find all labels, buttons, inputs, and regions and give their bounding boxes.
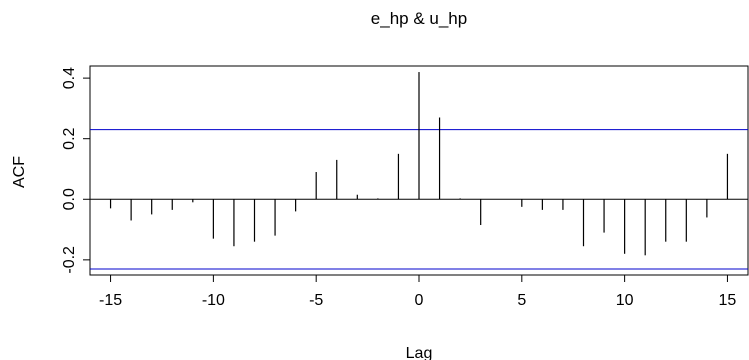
x-axis-label: Lag	[406, 345, 433, 360]
y-axis: -0.2 0.0 0.2 0.4	[61, 67, 90, 274]
acf-bars	[109, 72, 729, 256]
x-tick-label: 5	[517, 292, 526, 309]
x-tick-label: 10	[616, 292, 634, 309]
x-axis: -15 -10 -5 0 5 10 15	[99, 274, 737, 309]
x-tick-label: 15	[719, 292, 737, 309]
chart-title: e_hp & u_hp	[371, 9, 467, 28]
y-tick-label: 0.2	[61, 127, 78, 149]
x-tick-label: 0	[415, 292, 424, 309]
y-tick-label: -0.2	[61, 246, 78, 274]
x-tick-label: -10	[202, 292, 225, 309]
y-tick-label: 0.4	[61, 67, 78, 89]
y-axis-label: ACF	[11, 156, 28, 188]
x-tick-label: -15	[99, 292, 122, 309]
y-tick-label: 0.0	[61, 188, 78, 210]
x-tick-label: -5	[309, 292, 323, 309]
